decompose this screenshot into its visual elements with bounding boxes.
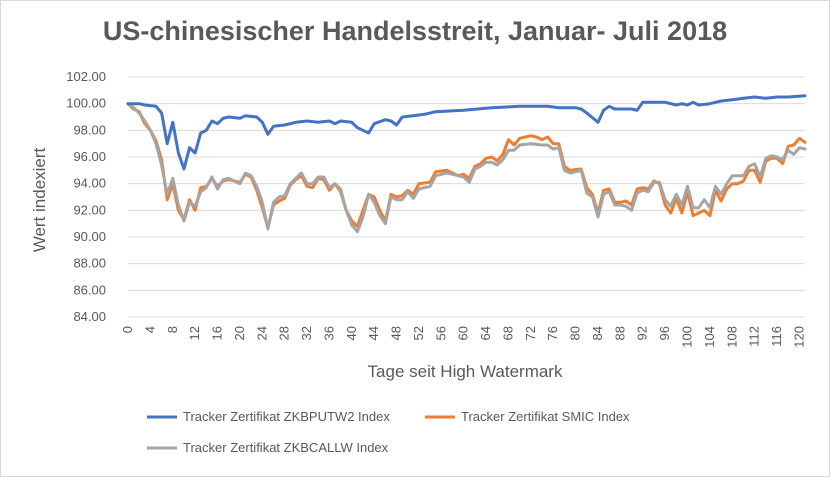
x-tick-label: 48 <box>389 326 404 340</box>
series-line-2 <box>126 102 807 234</box>
chart-title: US-chinesischer Handelsstreit, Januar- J… <box>102 16 728 46</box>
x-tick-label: 120 <box>791 326 806 348</box>
x-tick-label: 36 <box>321 326 336 340</box>
x-tick-label: 40 <box>344 326 359 340</box>
y-axis-label: Wert indexiert <box>30 147 49 252</box>
x-tick-label: 84 <box>590 326 605 340</box>
legend-label: Tracker Zertifikat SMIC Index <box>461 409 630 424</box>
x-tick-label: 52 <box>411 326 426 340</box>
series-line-1 <box>126 102 807 230</box>
x-tick-label: 4 <box>142 326 157 333</box>
series-lines <box>126 94 807 234</box>
x-tick-label: 92 <box>635 326 650 340</box>
x-tick-label: 60 <box>456 326 471 340</box>
x-tick-label: 68 <box>500 326 515 340</box>
legend-label: Tracker Zertifikat ZKBPUTW2 Index <box>183 409 390 424</box>
y-tick-label: 102.00 <box>66 69 106 84</box>
y-tick-label: 92.00 <box>73 202 106 217</box>
y-tick-label: 96.00 <box>73 149 106 164</box>
y-tick-label: 94.00 <box>73 176 106 191</box>
x-tick-label: 96 <box>657 326 672 340</box>
x-tick-label: 24 <box>254 326 269 340</box>
y-tick-label: 88.00 <box>73 256 106 271</box>
x-tick-label: 104 <box>702 326 717 348</box>
x-axis-label: Tage seit High Watermark <box>368 362 563 381</box>
gridlines <box>128 76 805 318</box>
x-tick-label: 32 <box>299 326 314 340</box>
legend: Tracker Zertifikat ZKBPUTW2 Index Tracker… <box>147 409 630 455</box>
x-tick-label: 80 <box>568 326 583 340</box>
x-tick-label: 8 <box>165 326 180 333</box>
y-tick-label: 84.00 <box>73 309 106 324</box>
y-axis-ticks: 84.00 86.00 88.00 90.00 92.00 94.00 96.00 98.00… <box>66 69 106 324</box>
y-tick-label: 98.00 <box>73 122 106 137</box>
x-axis-ticks: 0 4 8 12 16 20 24 28 32 36 40 44 48 52 56 60 64 68 72 76 80 8… <box>120 326 806 348</box>
y-tick-label: 86.00 <box>73 282 106 297</box>
series-line-0 <box>126 94 807 171</box>
x-tick-label: 64 <box>478 326 493 340</box>
x-tick-label: 44 <box>366 326 381 340</box>
x-tick-label: 20 <box>232 326 247 340</box>
x-tick-label: 12 <box>187 326 202 340</box>
x-tick-label: 0 <box>120 326 135 333</box>
x-tick-label: 88 <box>612 326 627 340</box>
x-tick-label: 100 <box>680 326 695 348</box>
y-tick-label: 100.00 <box>66 96 106 111</box>
x-tick-label: 76 <box>545 326 560 340</box>
y-tick-label: 90.00 <box>73 229 106 244</box>
x-tick-label: 56 <box>433 326 448 340</box>
x-tick-label: 108 <box>724 326 739 348</box>
x-tick-label: 112 <box>747 326 762 347</box>
legend-label: Tracker Zertifikat ZKBCALLW Index <box>183 440 389 455</box>
x-tick-label: 116 <box>769 326 784 347</box>
x-tick-label: 16 <box>210 326 225 340</box>
x-tick-label: 72 <box>523 326 538 340</box>
x-tick-label: 28 <box>277 326 292 340</box>
